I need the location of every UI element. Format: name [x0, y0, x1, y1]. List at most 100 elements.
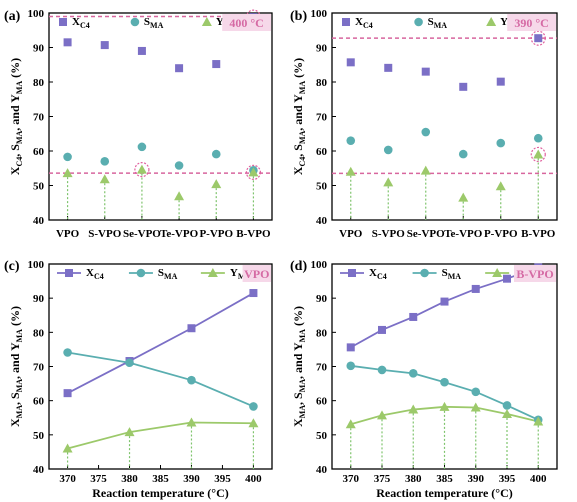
panel-label-a: (a): [4, 9, 21, 24]
condition-label-text: VPO: [244, 267, 269, 281]
data-point-s-ma: [125, 358, 134, 368]
data-point-s-ma: [533, 133, 543, 143]
y-tick-label: 60: [316, 396, 328, 408]
data-point-y-ma: [248, 167, 259, 177]
y-tick-label: 60: [316, 146, 328, 158]
data-point-y-ma: [383, 177, 394, 187]
data-point-y-ma: [408, 404, 419, 414]
data-point-s-ma: [100, 157, 110, 166]
data-point-x-c4: [346, 343, 355, 352]
data-point-x-c4: [249, 289, 258, 298]
x-tick-label: 390: [468, 473, 485, 485]
panel-a: (a) 40 50 60 70 80 90 100 VPO S-VPO Se-VPO Te-VPO P…: [4, 8, 273, 240]
data-point-y-ma: [174, 191, 185, 201]
data-point-y-ma: [62, 168, 73, 178]
x-tick-label: 385: [152, 473, 169, 485]
x-tick-label: 395: [214, 473, 231, 485]
legend-label: SMA: [428, 16, 448, 30]
y-tick-label: 40: [33, 464, 45, 476]
condition-label-box: [507, 14, 556, 31]
data-point-y-ma: [345, 166, 356, 176]
condition-label-text: B-VPO: [516, 267, 553, 281]
x-tick-label: Te-VPO: [444, 228, 483, 240]
data-point-y-ma: [439, 401, 450, 411]
x-tick-label: Te-VPO: [160, 228, 199, 240]
data-point-x-c4: [440, 297, 449, 306]
condition-label-box: [222, 14, 271, 31]
x-tick-label: Se-VPO: [407, 228, 445, 240]
x-tick-label: B-VPO: [521, 228, 556, 240]
legend-entry: SMA: [412, 267, 462, 281]
legend-entry: SMA: [414, 16, 447, 30]
data-point-s-ma: [408, 369, 418, 378]
y-tick-label: 80: [33, 327, 45, 339]
data-point-y-ma: [533, 416, 544, 426]
data-point-y-ma: [495, 181, 506, 191]
legend-label: SMA: [442, 267, 462, 281]
data-point-y-ma: [248, 418, 259, 428]
data-point-s-ma: [137, 142, 147, 152]
x-tick-label: 375: [374, 473, 391, 485]
y-tick-label: 100: [28, 259, 45, 271]
x-tick-label: 375: [90, 473, 107, 485]
condition-label: 400 °C: [222, 14, 271, 31]
data-point-s-ma: [496, 138, 506, 148]
data-point-y-ma: [99, 174, 110, 184]
data-point-y-ma: [62, 443, 73, 453]
data-point-x-c4: [100, 41, 109, 50]
data-point-y-ma: [458, 192, 469, 202]
legend-marker: [486, 17, 497, 26]
y-tick-label: 50: [33, 181, 45, 193]
y-axis-title: XMA, SMA, and YMA (%): [8, 306, 24, 427]
data-point-y-ma: [124, 427, 135, 437]
data-point-s-ma: [63, 152, 72, 162]
data-point-x-c4: [459, 82, 468, 91]
data-point-x-c4: [384, 63, 393, 72]
y-tick-label: 100: [311, 259, 328, 271]
data-point-y-ma: [502, 408, 512, 418]
legend-marker: [207, 268, 218, 277]
legend-entry: SMA: [128, 267, 178, 281]
data-point-x-c4: [378, 325, 386, 334]
legend-marker: [136, 268, 146, 278]
series-line-y-ma: [67, 421, 254, 450]
legend-marker: [342, 18, 350, 26]
legend-marker: [420, 268, 429, 278]
condition-label: B-VPO: [514, 265, 556, 282]
y-tick-label: 60: [33, 396, 45, 408]
x-tick-label: 400: [245, 473, 262, 485]
data-point-x-c4: [496, 77, 505, 86]
x-tick-label: Se-VPO: [123, 228, 161, 240]
x-tick-label: 395: [499, 473, 516, 485]
data-point-s-ma: [187, 375, 196, 385]
series-line-x-c4: [67, 292, 254, 394]
data-point-x-c4: [212, 60, 221, 69]
data-point-s-ma: [471, 387, 481, 397]
y-tick-label: 100: [311, 8, 328, 20]
y-tick-label: 80: [33, 77, 45, 89]
data-point-s-ma: [383, 145, 393, 155]
data-point-s-ma: [440, 377, 449, 387]
x-tick-label: 380: [121, 473, 138, 485]
x-tick-label: VPO: [56, 228, 80, 240]
legend-marker: [130, 17, 140, 27]
panel-label-d: (d): [290, 259, 307, 274]
data-point-y-ma: [136, 164, 147, 174]
x-tick-label: P-VPO: [484, 228, 518, 240]
y-tick-label: 70: [316, 362, 328, 374]
highlight-circle: [134, 162, 150, 178]
legend-entry: XC4: [340, 267, 387, 281]
panel-b: (b) 40 50 60 70 80 90 100 VPO S-VPO Se-VPO Te-VPO P…: [290, 8, 558, 240]
x-tick-label: 385: [436, 473, 453, 485]
y-tick-label: 90: [33, 43, 45, 55]
y-tick-label: 90: [33, 293, 45, 305]
y-tick-label: 80: [316, 77, 328, 89]
x-tick-label: 370: [59, 473, 76, 485]
x-axis-title: Reaction temperature (°C): [92, 486, 229, 500]
y-axis-title: XC4, SMA, and YMA (%): [8, 58, 24, 175]
y-tick-label: 40: [316, 464, 328, 476]
legend-label: XC4: [86, 267, 104, 281]
x-tick-label: 370: [343, 473, 360, 485]
data-point-s-ma: [249, 402, 258, 411]
data-point-s-ma: [174, 161, 184, 170]
